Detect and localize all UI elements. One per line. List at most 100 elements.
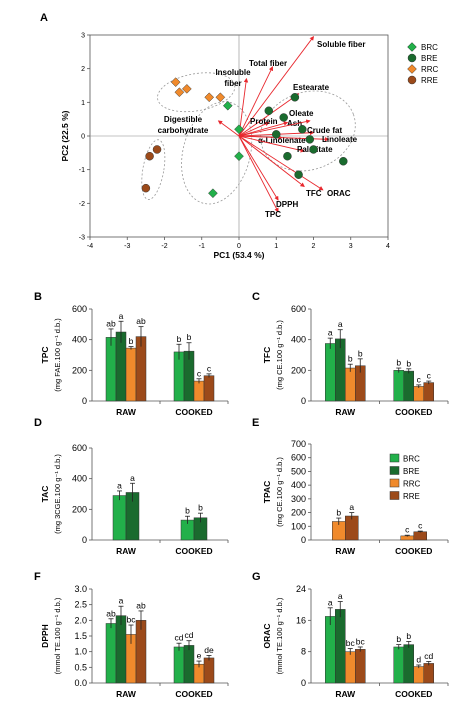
y-tick-label: 400 <box>72 335 87 345</box>
pca-y-tick-label: -3 <box>79 235 85 242</box>
pca-y-tick-label: -2 <box>79 201 85 208</box>
loading-vector <box>238 135 305 188</box>
significance-letter: c <box>405 525 410 535</box>
bar-rrc <box>345 367 356 402</box>
y-tick-label: 0 <box>301 535 306 545</box>
vector-label: Digestible carbohydrate <box>158 115 209 135</box>
significance-letter: b <box>129 336 134 346</box>
bar-brc <box>325 616 336 684</box>
y-axis-title: ORAC <box>262 623 272 648</box>
x-category-label: COOKED <box>395 689 432 699</box>
pca-x-tick-label: 1 <box>274 243 278 250</box>
significance-letter: b <box>177 334 182 344</box>
vector-label: Oleate <box>289 109 314 118</box>
significance-letter: b <box>187 332 192 342</box>
x-category-label: COOKED <box>395 546 432 556</box>
legend-marker-bre <box>407 53 417 63</box>
significance-letter: a <box>119 311 124 321</box>
pca-y-tick-label: 3 <box>81 33 85 40</box>
y-tick-label: 0.0 <box>74 678 87 688</box>
y-axis-unit: (mmol TE.100 g⁻¹ d.b.) <box>53 597 62 674</box>
significance-letter: bc <box>127 615 137 625</box>
y-tick-label: 700 <box>291 439 306 449</box>
x-category-label: RAW <box>335 407 356 417</box>
pca-point-rrc <box>215 92 226 103</box>
significance-letter: cd <box>185 630 194 640</box>
bar-brc <box>105 337 117 402</box>
vector-label: ORAC <box>327 189 351 198</box>
bar-brc <box>105 623 117 684</box>
pca-x-tick-label: 3 <box>349 243 353 250</box>
pca-x-tick-label: 2 <box>312 243 316 250</box>
x-category-label: COOKED <box>395 407 432 417</box>
panel-letter-F: F <box>34 571 41 583</box>
significance-letter: b <box>185 506 190 516</box>
pca-point-bre <box>279 113 288 122</box>
y-tick-label: 100 <box>291 521 306 531</box>
y-tick-label: 24 <box>296 584 306 594</box>
pca-x-tick-label: -2 <box>161 243 167 250</box>
bar-rre <box>355 649 366 684</box>
vector-label: Linoleate <box>322 135 358 144</box>
bar-rre <box>423 663 434 684</box>
significance-letter: b <box>348 354 353 364</box>
pca-point-rrc <box>204 92 215 103</box>
loading-vector <box>238 35 315 137</box>
y-tick-label: 400 <box>291 335 306 345</box>
bar-bre <box>403 370 414 402</box>
panel-letter-G: G <box>252 571 261 583</box>
pca-point-rrc <box>170 77 181 87</box>
pca-point-rrc <box>174 87 185 98</box>
pca-y-tick-label: 1 <box>81 100 85 107</box>
legend-swatch-rrc <box>389 478 400 488</box>
y-tick-label: 0 <box>82 396 87 406</box>
significance-letter: a <box>338 591 343 601</box>
y-tick-label: 200 <box>72 504 87 514</box>
significance-letter: e <box>197 651 202 661</box>
x-category-label: COOKED <box>175 546 212 556</box>
y-tick-label: 16 <box>296 615 306 625</box>
significance-letter: a <box>328 328 333 338</box>
significance-letter: b <box>336 508 341 518</box>
pca-y-axis-label: PC2 (22.5 %) <box>60 110 70 161</box>
vector-label: TFC <box>306 189 322 198</box>
significance-letter: c <box>207 363 212 373</box>
bar-rre <box>203 375 215 402</box>
legend-label-bre: BRE <box>403 467 419 476</box>
vector-label: α-Linolenate <box>258 136 306 145</box>
y-axis-unit: (mmol TE.100 g⁻¹ d.b.) <box>275 597 284 674</box>
y-tick-label: 0 <box>301 678 306 688</box>
significance-letter: a <box>328 597 333 607</box>
loading-vector <box>238 66 273 137</box>
y-tick-label: 200 <box>72 365 87 375</box>
loading-vector <box>238 135 324 191</box>
pca-point-bre <box>294 170 303 179</box>
legend-swatch-rre <box>389 491 400 500</box>
y-tick-label: 400 <box>291 480 306 490</box>
vector-label: Estearate <box>293 83 330 92</box>
significance-letter: bc <box>346 638 356 648</box>
x-category-label: RAW <box>116 689 137 699</box>
y-tick-label: 0 <box>82 535 87 545</box>
bar-bre <box>115 615 127 684</box>
vector-label: Ash <box>287 119 302 128</box>
x-category-label: COOKED <box>175 407 212 417</box>
bar-rre <box>413 531 427 541</box>
x-category-label: COOKED <box>175 689 212 699</box>
pca-point-rre <box>145 151 154 161</box>
pca-point-brc <box>234 124 244 135</box>
bar-bre <box>183 645 195 684</box>
loading-vector <box>217 120 240 137</box>
pca-point-brc <box>208 188 218 199</box>
legend-marker-brc <box>407 42 417 52</box>
significance-letter: ab <box>106 608 116 618</box>
legend-marker-rrc <box>407 64 417 74</box>
y-axis-title: DPPH <box>40 624 50 648</box>
bar-rrc <box>125 347 137 402</box>
pca-point-bre <box>305 135 315 144</box>
bar-bre <box>335 338 346 402</box>
legend-label-brc: BRC <box>421 43 438 52</box>
